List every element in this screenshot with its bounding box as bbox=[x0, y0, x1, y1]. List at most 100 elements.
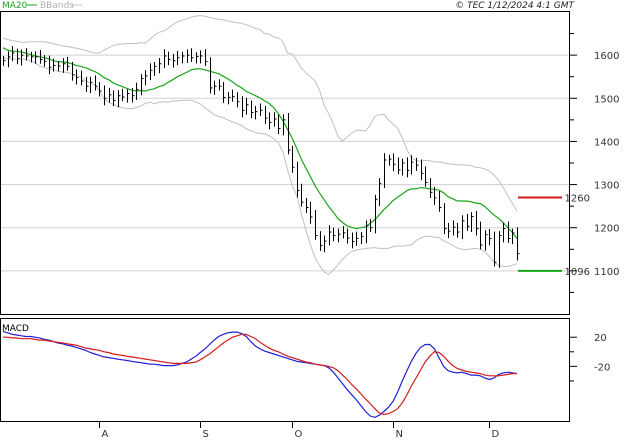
macd-lines bbox=[2, 330, 518, 419]
x-tick-label: D bbox=[492, 429, 500, 440]
price-bar bbox=[508, 221, 511, 243]
legend-bbands: BBands bbox=[40, 1, 74, 11]
price-bar bbox=[145, 70, 148, 86]
price-bar bbox=[95, 75, 98, 91]
price-bar bbox=[306, 197, 309, 214]
level-label: 1096 bbox=[565, 267, 590, 278]
price-bar bbox=[471, 212, 474, 233]
price-bar bbox=[251, 100, 254, 119]
price-bar bbox=[260, 103, 263, 116]
price-bar bbox=[242, 96, 245, 118]
legend-ma20: MA20 bbox=[2, 1, 28, 11]
price-bar bbox=[343, 225, 346, 239]
price-bar bbox=[17, 48, 20, 65]
price-bar bbox=[214, 80, 217, 95]
price-bar bbox=[421, 159, 424, 181]
price-bar bbox=[99, 81, 102, 97]
price-bar bbox=[476, 210, 479, 236]
price-bar bbox=[86, 76, 89, 92]
price-bar bbox=[439, 191, 442, 212]
price-bar bbox=[200, 50, 203, 64]
price-bar bbox=[246, 97, 249, 115]
price-bar bbox=[109, 87, 112, 103]
price-bar bbox=[356, 231, 359, 246]
price-bar bbox=[90, 76, 93, 94]
price-bar bbox=[366, 220, 369, 244]
price-bar bbox=[398, 157, 401, 175]
price-bar bbox=[379, 178, 382, 207]
price-bar bbox=[44, 55, 47, 67]
price-bar bbox=[150, 63, 153, 81]
price-bar bbox=[389, 154, 392, 166]
price-bar bbox=[480, 221, 483, 250]
price-bar bbox=[81, 70, 84, 86]
price-bar bbox=[205, 49, 208, 66]
price-levels: 1260 1096 bbox=[518, 194, 590, 278]
price-bar bbox=[425, 166, 428, 187]
price-bar bbox=[457, 222, 460, 238]
macd-y-tick-label: 20 bbox=[594, 333, 607, 344]
price-bar bbox=[375, 194, 378, 234]
y-tick-label: 1600 bbox=[594, 51, 619, 62]
header-legend: MA20 BBands © TEC 1/12/2024 4:1 GMT bbox=[2, 1, 576, 11]
macd-title: MACD bbox=[2, 324, 29, 334]
price-bar bbox=[67, 56, 70, 71]
price-bar bbox=[517, 227, 520, 261]
price-bar bbox=[40, 49, 43, 64]
price-bar bbox=[228, 91, 231, 105]
price-bars bbox=[3, 46, 520, 268]
price-bar bbox=[411, 155, 414, 175]
macd-y-tick-label: -20 bbox=[594, 362, 610, 373]
price-bar bbox=[118, 90, 121, 108]
price-bar bbox=[122, 88, 125, 102]
price-bar bbox=[297, 161, 300, 198]
price-bar bbox=[301, 183, 304, 207]
price-bar bbox=[416, 157, 419, 171]
price-bar bbox=[467, 213, 470, 231]
level-label: 1260 bbox=[565, 194, 590, 205]
price-bar bbox=[407, 157, 410, 178]
macd-series-macd bbox=[2, 330, 518, 419]
price-bar bbox=[278, 114, 281, 135]
price-bar bbox=[12, 46, 15, 62]
price-bar bbox=[352, 232, 355, 249]
price-bar bbox=[489, 229, 492, 246]
y-tick-label: 1200 bbox=[594, 224, 619, 235]
price-bar bbox=[168, 51, 171, 66]
macd-panel-frame bbox=[0, 318, 570, 422]
y-tick-label: 1500 bbox=[594, 94, 619, 105]
price-bar bbox=[49, 55, 52, 75]
bband-lower-line bbox=[2, 55, 518, 275]
price-bar bbox=[448, 222, 451, 239]
price-bar bbox=[499, 231, 502, 268]
price-bar bbox=[265, 106, 268, 124]
price-bar bbox=[338, 228, 341, 243]
price-bar bbox=[283, 114, 286, 136]
price-bar bbox=[26, 48, 29, 61]
price-bar bbox=[370, 219, 373, 233]
price-bar bbox=[35, 51, 38, 64]
price-bar bbox=[485, 230, 488, 251]
price-bar bbox=[292, 145, 295, 173]
price-bar bbox=[72, 62, 75, 81]
ma20-line bbox=[2, 47, 518, 239]
price-bar bbox=[320, 231, 323, 252]
price-bar bbox=[219, 79, 222, 91]
price-bar bbox=[347, 228, 350, 244]
price-bar bbox=[329, 225, 332, 246]
price-bar bbox=[8, 51, 11, 68]
price-bar bbox=[393, 153, 396, 172]
price-bar bbox=[173, 53, 176, 68]
y-tick-label: 1100 bbox=[594, 267, 619, 278]
price-bar bbox=[434, 186, 437, 205]
price-gridlines bbox=[1, 54, 569, 272]
y-tick-label: 1300 bbox=[594, 181, 619, 192]
price-bar bbox=[182, 51, 185, 64]
price-bar bbox=[494, 231, 497, 267]
x-tick-label: O bbox=[295, 429, 303, 440]
price-bar bbox=[223, 81, 226, 104]
macd-panel: 20 -20 MACD bbox=[0, 318, 610, 422]
price-bar bbox=[255, 106, 258, 120]
price-panel-frame bbox=[0, 11, 570, 315]
price-bar bbox=[177, 50, 180, 66]
